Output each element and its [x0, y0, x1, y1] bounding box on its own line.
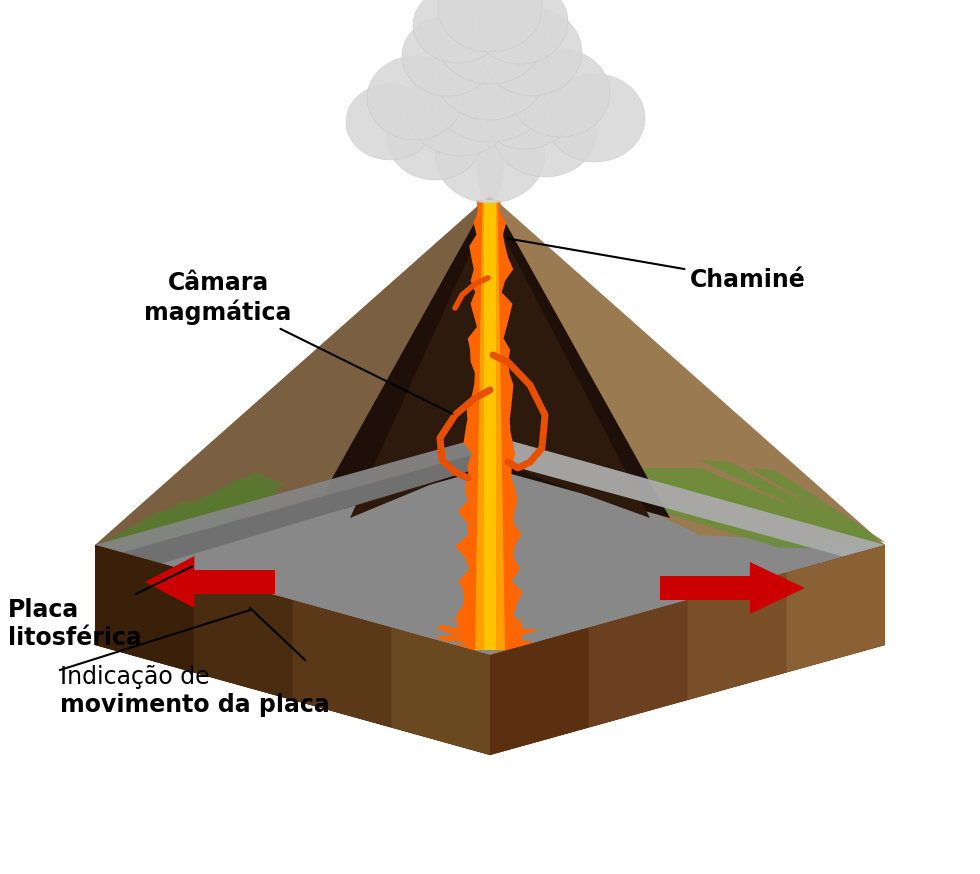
Polygon shape: [490, 545, 885, 755]
Polygon shape: [476, 118, 504, 198]
Polygon shape: [590, 490, 840, 548]
Polygon shape: [95, 545, 490, 755]
Polygon shape: [95, 450, 490, 575]
Polygon shape: [640, 478, 885, 548]
Polygon shape: [490, 435, 885, 568]
Polygon shape: [95, 545, 490, 755]
Text: movimento da placa: movimento da placa: [60, 693, 329, 717]
Polygon shape: [490, 195, 885, 545]
Polygon shape: [475, 200, 505, 650]
Ellipse shape: [510, 49, 610, 137]
Ellipse shape: [545, 74, 645, 162]
Ellipse shape: [472, 0, 568, 64]
Text: Indicação de: Indicação de: [60, 665, 210, 689]
Text: Placa
litosférica: Placa litosférica: [8, 566, 192, 649]
Ellipse shape: [406, 60, 514, 156]
Polygon shape: [750, 468, 885, 542]
Ellipse shape: [346, 84, 434, 160]
Polygon shape: [310, 195, 670, 518]
Ellipse shape: [432, 16, 548, 120]
Ellipse shape: [367, 56, 463, 140]
Polygon shape: [95, 195, 490, 545]
Polygon shape: [100, 500, 220, 555]
Ellipse shape: [438, 0, 542, 52]
Polygon shape: [95, 435, 490, 570]
Polygon shape: [490, 619, 546, 662]
Ellipse shape: [475, 59, 575, 149]
Polygon shape: [292, 600, 391, 727]
Polygon shape: [455, 200, 523, 650]
Polygon shape: [786, 545, 885, 672]
Ellipse shape: [435, 107, 545, 203]
Text: Câmara
magmática: Câmara magmática: [144, 271, 453, 413]
Ellipse shape: [387, 96, 483, 180]
Ellipse shape: [402, 16, 494, 96]
Ellipse shape: [413, 0, 503, 63]
Text: Chaminé: Chaminé: [508, 239, 806, 292]
Polygon shape: [490, 545, 885, 755]
Polygon shape: [660, 562, 805, 614]
Polygon shape: [435, 616, 490, 674]
Polygon shape: [700, 460, 875, 540]
Polygon shape: [589, 600, 688, 727]
Polygon shape: [95, 545, 194, 672]
Polygon shape: [95, 435, 885, 655]
Polygon shape: [95, 435, 490, 570]
Polygon shape: [350, 210, 650, 518]
Ellipse shape: [435, 0, 545, 84]
Polygon shape: [140, 478, 280, 542]
Polygon shape: [95, 510, 195, 560]
Ellipse shape: [428, 34, 552, 142]
Polygon shape: [391, 628, 490, 755]
Polygon shape: [145, 556, 275, 608]
Polygon shape: [484, 200, 496, 650]
Polygon shape: [175, 472, 285, 530]
Polygon shape: [490, 628, 589, 755]
Ellipse shape: [482, 8, 582, 96]
Polygon shape: [194, 572, 292, 700]
Ellipse shape: [493, 87, 597, 177]
Polygon shape: [688, 572, 786, 700]
Polygon shape: [620, 468, 885, 545]
